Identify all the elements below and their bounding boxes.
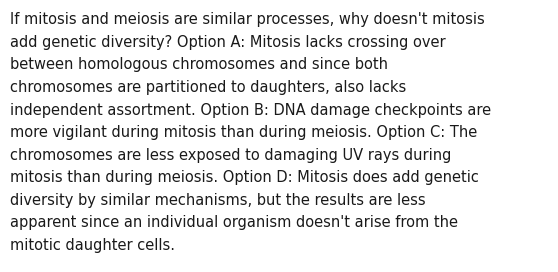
Text: between homologous chromosomes and since both: between homologous chromosomes and since… <box>10 57 388 72</box>
Text: chromosomes are less exposed to damaging UV rays during: chromosomes are less exposed to damaging… <box>10 148 451 163</box>
Text: more vigilant during mitosis than during meiosis. Option C: The: more vigilant during mitosis than during… <box>10 125 477 140</box>
Text: diversity by similar mechanisms, but the results are less: diversity by similar mechanisms, but the… <box>10 193 426 208</box>
Text: mitotic daughter cells.: mitotic daughter cells. <box>10 238 175 253</box>
Text: mitosis than during meiosis. Option D: Mitosis does add genetic: mitosis than during meiosis. Option D: M… <box>10 170 479 185</box>
Text: apparent since an individual organism doesn't arise from the: apparent since an individual organism do… <box>10 215 458 230</box>
Text: add genetic diversity? Option A: Mitosis lacks crossing over: add genetic diversity? Option A: Mitosis… <box>10 35 446 50</box>
Text: chromosomes are partitioned to daughters, also lacks: chromosomes are partitioned to daughters… <box>10 80 406 95</box>
Text: If mitosis and meiosis are similar processes, why doesn't mitosis: If mitosis and meiosis are similar proce… <box>10 12 485 27</box>
Text: independent assortment. Option B: DNA damage checkpoints are: independent assortment. Option B: DNA da… <box>10 103 491 118</box>
